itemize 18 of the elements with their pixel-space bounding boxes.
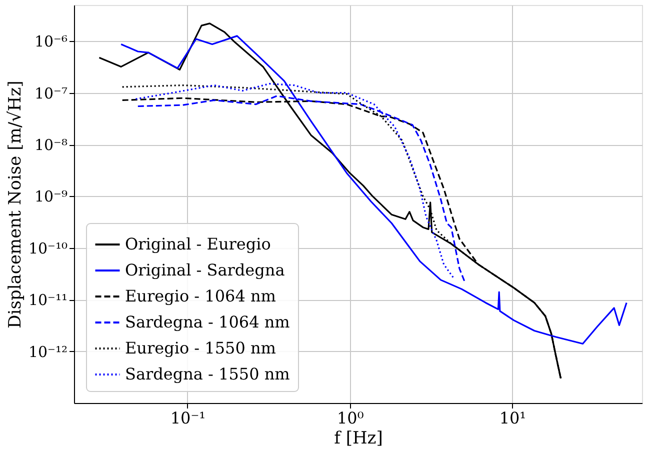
legend-label: Euregio - 1550 nm <box>125 338 276 358</box>
x-tick-label: 10¹ <box>499 408 526 428</box>
y-tick-label: 10⁻⁷ <box>34 84 68 102</box>
x-axis-title: f [Hz] <box>334 428 383 448</box>
y-tick-label: 10⁻⁸ <box>34 136 68 154</box>
legend-label: Original - Sardegna <box>125 260 286 280</box>
y-tick-label: 10⁻¹⁰ <box>28 239 68 258</box>
legend-label: Sardegna - 1550 nm <box>125 364 290 384</box>
y-tick-label: 10⁻¹¹ <box>28 291 68 310</box>
y-tick-label: 10⁻⁶ <box>34 32 68 51</box>
legend-label: Original - Euregio <box>125 234 271 254</box>
y-axis-title: Displacement Noise [m/√Hz] <box>5 80 26 328</box>
y-tick-label: 10⁻⁹ <box>34 188 68 206</box>
legend-label: Euregio - 1064 nm <box>125 286 276 306</box>
x-tick-label: 10⁻¹ <box>170 408 206 428</box>
y-tick-label: 10⁻¹² <box>28 342 68 361</box>
legend-label: Sardegna - 1064 nm <box>125 312 290 332</box>
x-tick-label: 10⁰ <box>336 408 364 428</box>
